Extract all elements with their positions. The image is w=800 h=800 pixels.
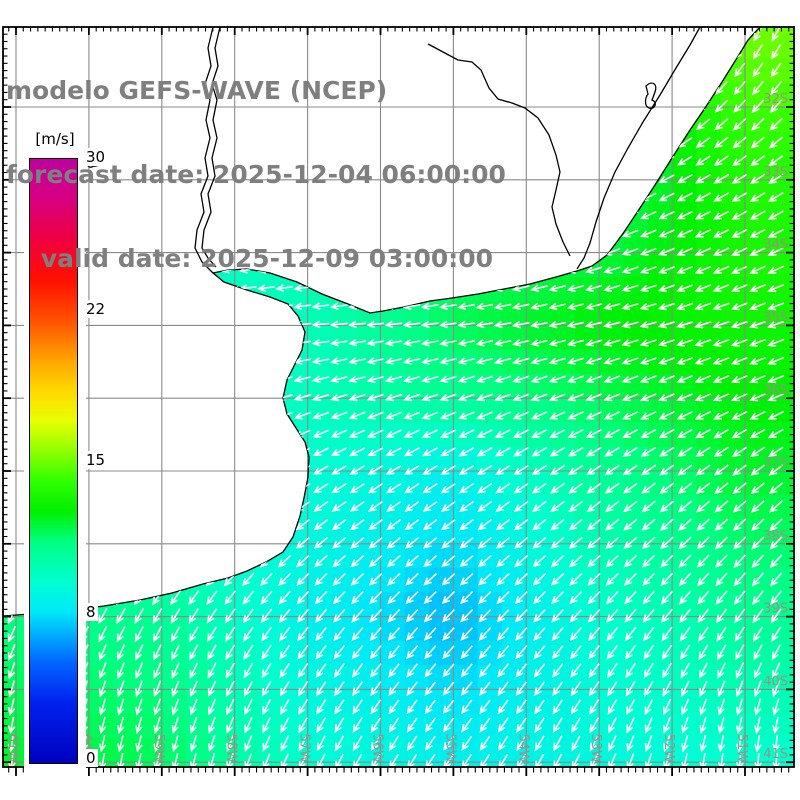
colorbar-tick-label: 0	[84, 749, 98, 767]
lat-label: 36S	[763, 383, 788, 398]
map-frame	[2, 26, 795, 768]
lon-label: 56W	[370, 734, 385, 764]
lat-label: 34S	[763, 238, 788, 253]
colorbar: [m/s]	[24, 126, 86, 774]
lon-label: 59W	[151, 734, 166, 764]
colorbar-gradient	[29, 158, 78, 764]
colorbar-tick-label: 8	[84, 603, 98, 621]
title-line-2: forecast date: 2025-12-04 06:00:00	[6, 160, 506, 189]
map-titles: modelo GEFS-WAVE (NCEP) forecast date: 2…	[6, 21, 506, 329]
colorbar-tick-label: 15	[84, 451, 108, 469]
lon-label: 61W	[5, 734, 20, 764]
title-line-3: valid date: 2025-12-09 03:00:00	[6, 244, 494, 273]
lon-label: 53W	[588, 734, 603, 764]
lat-label: 39S	[763, 602, 788, 617]
lon-label: 57W	[297, 734, 312, 764]
lat-label: 41S	[763, 747, 788, 762]
lat-label: 33S	[763, 165, 788, 180]
title-line-1: modelo GEFS-WAVE (NCEP)	[6, 76, 388, 105]
lon-label: 51W	[734, 734, 749, 764]
lat-label: 40S	[763, 674, 788, 689]
lat-label: 38S	[763, 529, 788, 544]
colorbar-tick-label: 22	[84, 300, 108, 318]
lon-label: 52W	[661, 734, 676, 764]
colorbar-tick-label: 30	[84, 148, 108, 166]
lon-label: 54W	[515, 734, 530, 764]
lon-label: 58W	[224, 734, 239, 764]
lat-label: 37S	[763, 456, 788, 471]
colorbar-unit-label: [m/s]	[35, 130, 75, 148]
lat-label: 35S	[763, 310, 788, 325]
lon-label: 55W	[442, 734, 457, 764]
axis-labels: 32S33S34S35S36S37S38S39S40S41S61W60W59W5…	[5, 92, 788, 763]
lat-label: 32S	[763, 92, 788, 107]
